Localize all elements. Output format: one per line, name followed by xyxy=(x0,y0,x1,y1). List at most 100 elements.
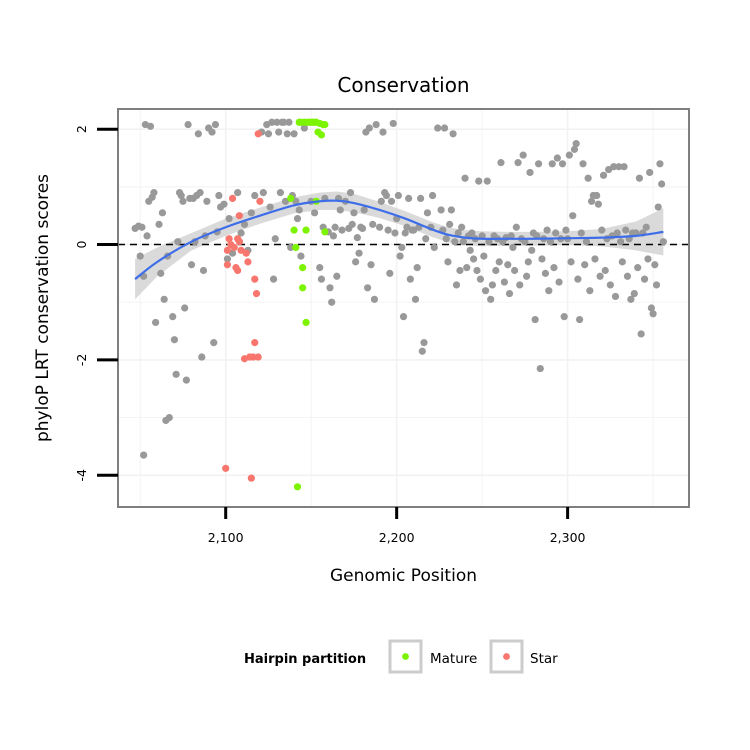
point-other xyxy=(447,206,455,214)
point-star xyxy=(247,474,255,482)
legend-title: Hairpin partition xyxy=(244,652,366,667)
point-other xyxy=(268,118,276,126)
point-other xyxy=(598,226,606,234)
point-other xyxy=(181,304,189,312)
point-other xyxy=(505,289,514,298)
point-other xyxy=(545,287,553,295)
point-other xyxy=(444,258,452,266)
point-other xyxy=(437,206,445,214)
point-other xyxy=(251,191,259,200)
point-other xyxy=(379,128,387,136)
point-other xyxy=(581,261,589,269)
point-other xyxy=(495,258,503,266)
point-other xyxy=(558,160,567,168)
point-other xyxy=(577,229,585,237)
grid-lines xyxy=(118,109,689,507)
x-axis: 2,100 2,200 2,300 xyxy=(208,507,586,545)
point-other xyxy=(519,151,527,159)
point-other xyxy=(336,206,344,214)
point-other xyxy=(271,235,279,243)
point-other xyxy=(280,118,288,126)
point-other xyxy=(358,224,367,232)
point-other xyxy=(317,275,326,283)
point-other xyxy=(552,229,560,237)
point-other xyxy=(169,313,177,321)
point-other xyxy=(538,255,546,263)
point-other xyxy=(225,214,233,223)
x-tick-label: 2,100 xyxy=(208,530,244,545)
point-other xyxy=(644,255,652,263)
point-other xyxy=(297,252,305,260)
y-axis-title: phyloP LRT conservation scores xyxy=(33,174,53,442)
point-other xyxy=(172,370,180,378)
point-other xyxy=(562,226,570,234)
point-other xyxy=(449,130,457,138)
legend: Hairpin partition Mature Star xyxy=(244,639,558,674)
point-other xyxy=(534,160,543,168)
point-other xyxy=(582,238,591,246)
point-other xyxy=(152,318,160,327)
y-tick-label: 0 xyxy=(74,241,89,249)
legend-item-star: Star xyxy=(489,639,558,674)
point-other xyxy=(630,289,638,298)
point-other xyxy=(396,252,404,260)
point-other xyxy=(210,339,218,347)
point-other xyxy=(452,281,461,289)
point-other xyxy=(565,151,573,159)
point-mature xyxy=(321,228,329,236)
y-tick-label: -4 xyxy=(74,469,89,482)
point-other xyxy=(187,261,196,269)
point-other xyxy=(160,295,168,303)
point-mature xyxy=(292,243,300,252)
point-star xyxy=(254,353,262,361)
point-other xyxy=(497,159,505,167)
point-other xyxy=(611,292,620,301)
point-other xyxy=(514,159,522,167)
point-other xyxy=(287,243,295,252)
point-star xyxy=(235,212,243,220)
point-other xyxy=(386,269,394,277)
point-other xyxy=(504,261,512,269)
point-other xyxy=(615,163,623,171)
point-other xyxy=(264,130,273,138)
point-other xyxy=(587,197,596,205)
point-other xyxy=(647,304,655,312)
point-other xyxy=(283,130,291,138)
x-tick-label: 2,200 xyxy=(379,530,415,545)
point-other xyxy=(389,119,397,128)
point-other xyxy=(184,120,192,129)
point-other xyxy=(290,130,298,138)
point-other xyxy=(198,353,206,361)
point-other xyxy=(570,145,579,153)
point-other xyxy=(487,295,495,303)
point-other xyxy=(418,347,426,355)
point-mature xyxy=(299,264,307,272)
point-other xyxy=(382,191,390,200)
point-other xyxy=(599,171,608,179)
point-other xyxy=(553,154,561,162)
point-other xyxy=(140,451,148,459)
point-mature xyxy=(321,120,329,129)
point-star xyxy=(256,197,264,205)
point-star xyxy=(225,235,233,243)
point-other xyxy=(411,295,420,303)
point-other xyxy=(352,258,360,266)
point-star xyxy=(228,194,237,203)
point-star xyxy=(230,243,238,252)
point-other xyxy=(285,118,293,126)
chart-title: Conservation xyxy=(337,73,469,97)
point-other xyxy=(606,281,614,289)
point-other xyxy=(492,266,500,275)
point-star xyxy=(223,246,232,254)
point-other xyxy=(155,220,163,228)
point-other xyxy=(622,226,630,234)
point-other xyxy=(199,266,208,275)
point-other xyxy=(613,229,621,237)
point-other xyxy=(656,160,664,168)
point-star xyxy=(235,238,243,246)
point-other xyxy=(516,281,524,289)
point-other xyxy=(138,223,146,231)
point-other xyxy=(454,229,462,237)
point-other xyxy=(295,206,303,214)
point-star xyxy=(222,464,230,472)
